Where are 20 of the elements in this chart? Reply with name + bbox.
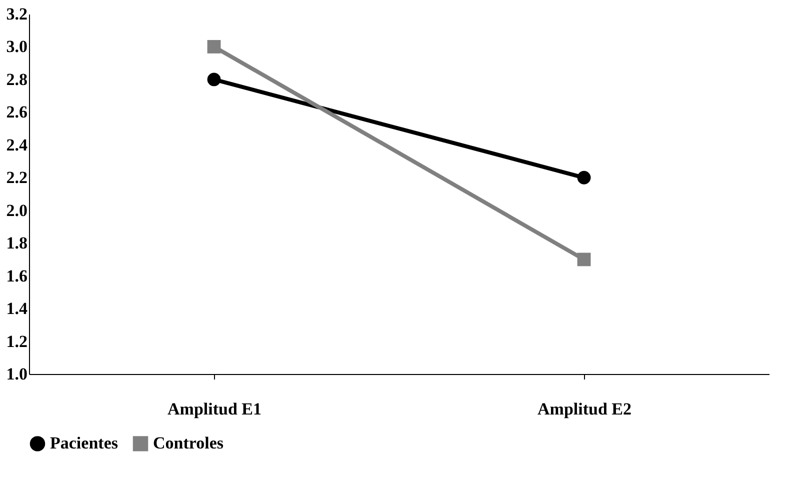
x-tick-label: Amplitud E1	[168, 400, 262, 418]
y-tick-label: 2.0	[6, 200, 28, 220]
y-tick-label: 1.0	[6, 364, 28, 384]
point	[207, 40, 221, 54]
point	[577, 170, 591, 184]
y-tick-label: 2.8	[6, 70, 28, 89]
x-tick-label: Amplitud E2	[538, 400, 632, 418]
y-tick-label: 2.2	[6, 168, 28, 188]
point	[577, 252, 591, 266]
y-tick-label: 3.0	[6, 37, 28, 56]
y-tick-label: 2.6	[6, 102, 28, 122]
y-tick-label: 1.4	[6, 299, 28, 318]
y-tick-label: 1.6	[6, 266, 28, 286]
y-tick-label: 1.2	[6, 332, 28, 351]
legend-label: Pacientes	[50, 434, 118, 453]
point	[207, 72, 221, 86]
legend-label: Controles	[153, 434, 224, 453]
y-tick-label: 3.2	[6, 4, 28, 24]
y-tick-label: 2.4	[6, 135, 28, 154]
y-tick-label: 1.8	[6, 234, 28, 253]
